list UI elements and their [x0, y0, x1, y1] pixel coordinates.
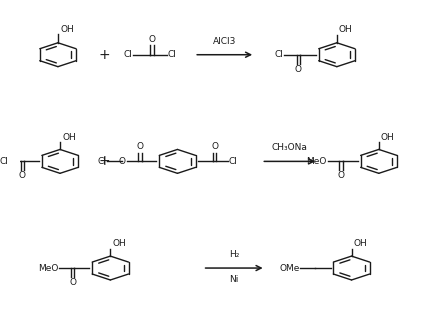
Text: O: O: [295, 65, 302, 74]
Text: MeO: MeO: [306, 157, 327, 166]
Text: Cl: Cl: [98, 157, 107, 166]
Text: O: O: [19, 171, 26, 180]
Text: O: O: [337, 171, 344, 180]
Text: O: O: [211, 142, 218, 152]
Text: OH: OH: [112, 239, 126, 248]
Text: O: O: [69, 278, 76, 287]
Text: Cl: Cl: [0, 157, 8, 166]
Text: OH: OH: [62, 133, 76, 141]
Text: OH: OH: [381, 133, 395, 141]
Text: MeO: MeO: [38, 263, 58, 273]
Text: H₂: H₂: [229, 250, 239, 259]
Text: Cl: Cl: [124, 50, 133, 59]
Text: OH: OH: [60, 25, 74, 34]
Text: OMe: OMe: [279, 263, 299, 273]
Text: OH: OH: [354, 239, 367, 248]
Text: AlCl3: AlCl3: [213, 37, 236, 46]
Text: O: O: [137, 142, 144, 152]
Text: OH: OH: [339, 25, 353, 35]
Text: CH₃ONa: CH₃ONa: [272, 143, 308, 152]
Text: +: +: [98, 48, 110, 62]
Text: Cl: Cl: [228, 157, 238, 166]
Text: O: O: [148, 35, 155, 44]
Text: +: +: [98, 155, 110, 169]
Text: Cl: Cl: [168, 50, 177, 59]
Text: Cl: Cl: [274, 50, 283, 59]
Text: O: O: [119, 157, 126, 166]
Text: Ni: Ni: [229, 274, 239, 284]
